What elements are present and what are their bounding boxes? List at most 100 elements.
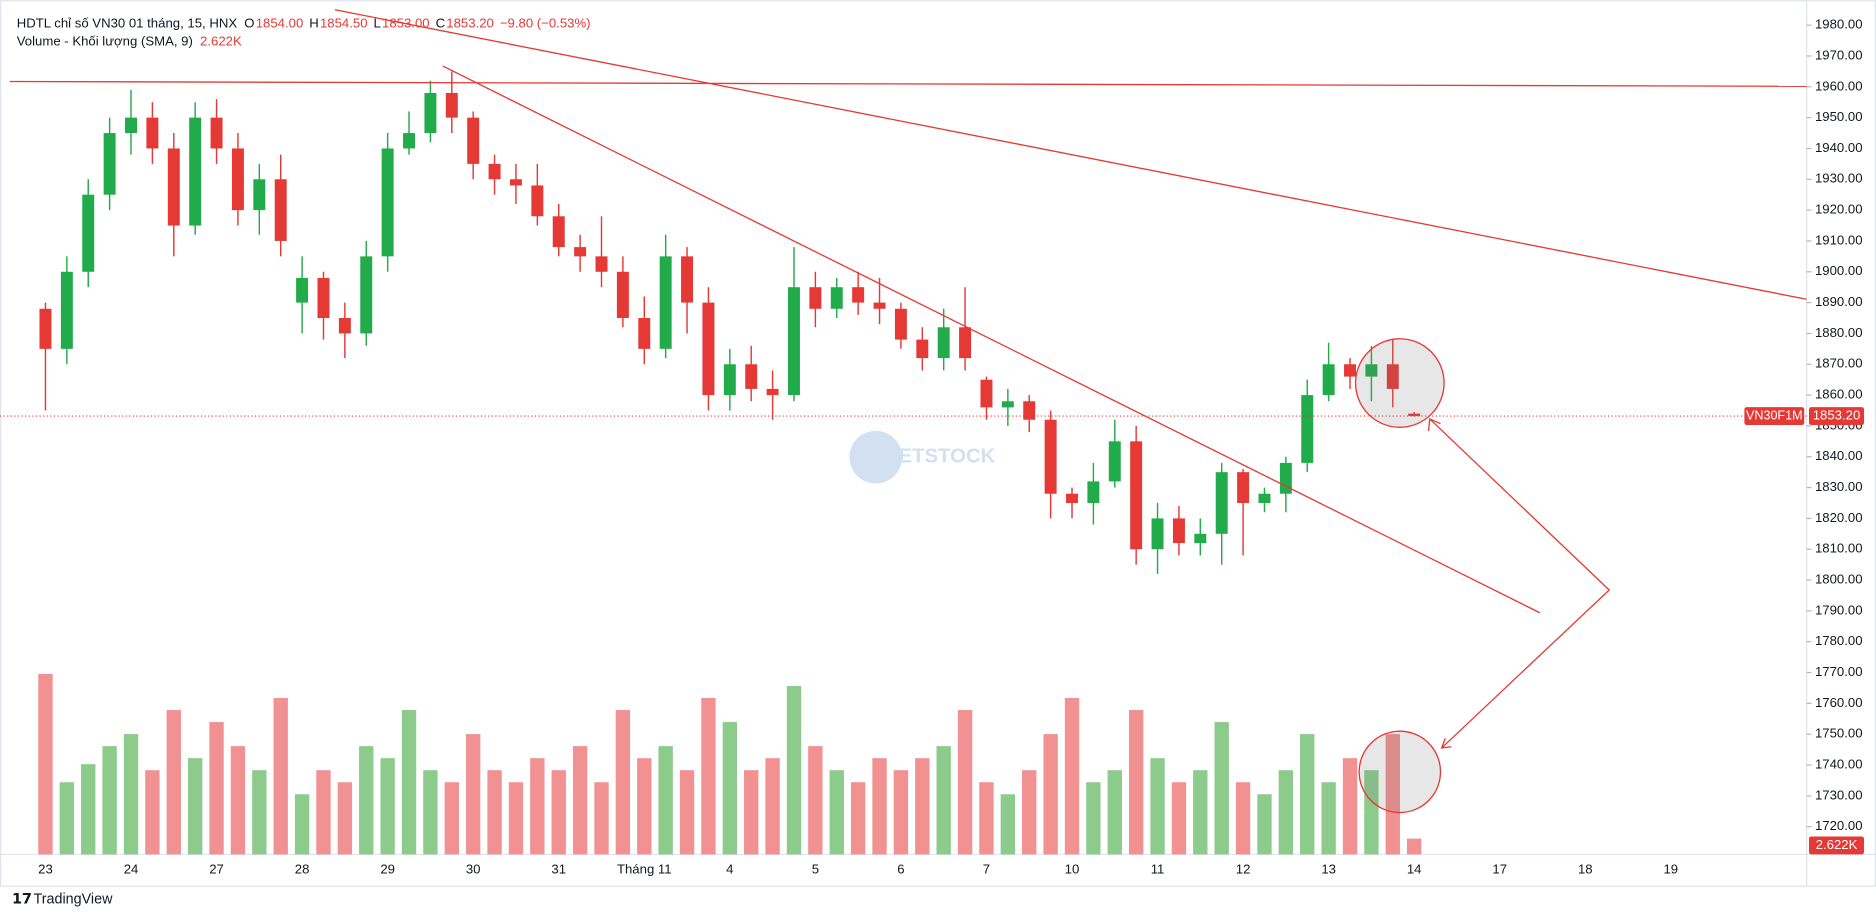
- candle-body: [381, 148, 394, 257]
- candle-body: [60, 271, 73, 349]
- highlight-circle: [1358, 730, 1442, 814]
- volume-bar: [615, 710, 631, 855]
- price-badge: [1809, 407, 1865, 426]
- volume-bar: [1043, 734, 1058, 855]
- candle-body: [1001, 401, 1014, 408]
- candle-body: [659, 256, 672, 349]
- y-tick-label: 1780.00: [1815, 633, 1863, 648]
- candle-body: [1023, 401, 1036, 420]
- y-tick-label: 1870.00: [1815, 356, 1863, 371]
- volume-bar: [594, 782, 609, 855]
- x-tick-label: 11: [1151, 861, 1165, 876]
- arrow-head: [1427, 417, 1441, 431]
- volume-bar: [1150, 758, 1165, 855]
- arrow-head: [1440, 738, 1452, 749]
- y-tick-label: 1940.00: [1815, 140, 1863, 155]
- volume-bar: [316, 770, 331, 855]
- candle-body: [638, 318, 651, 349]
- candle-body: [616, 271, 629, 319]
- volume-bar: [765, 758, 780, 855]
- y-tick-label: 1770.00: [1815, 664, 1863, 679]
- volume-bar: [1086, 782, 1101, 855]
- trend-line: [442, 65, 1541, 614]
- volume-bar: [1000, 794, 1016, 855]
- ohlc-key: H: [309, 16, 319, 31]
- y-tick-label: 1920.00: [1815, 202, 1863, 217]
- x-tick-label: 30: [466, 861, 481, 876]
- y-tick-label: 1970.00: [1815, 47, 1863, 62]
- x-tick-label: 27: [209, 861, 224, 876]
- volume-bar: [359, 746, 374, 855]
- candle-body: [1066, 493, 1078, 503]
- candle-body: [210, 117, 223, 149]
- candle-body: [595, 256, 608, 272]
- volume-bar: [145, 770, 160, 855]
- volume-bar: [979, 782, 994, 855]
- y-tick-label: 1960.00: [1815, 78, 1863, 93]
- price-label: 1853.20: [1813, 408, 1861, 423]
- candle-body: [873, 302, 886, 309]
- candle-body: [531, 185, 544, 217]
- watermark-logo: [849, 430, 903, 484]
- x-tick-label: 23: [38, 861, 53, 876]
- legend-title: HDTL chỉ số VN30 01 tháng, 15, HNX: [17, 16, 238, 31]
- y-tick-label: 1750.00: [1815, 726, 1863, 741]
- candle-body: [317, 277, 330, 319]
- volume-bar: [1064, 697, 1080, 855]
- y-tick-label: 1730.00: [1815, 787, 1863, 802]
- volume-bar: [59, 782, 75, 855]
- volume-bar: [166, 710, 181, 855]
- candle-body: [1151, 518, 1164, 550]
- y-tick-label: 1980.00: [1815, 17, 1863, 32]
- arrow-line: [1429, 418, 1611, 749]
- x-tick-label: 24: [124, 861, 139, 876]
- volume-bar: [572, 746, 588, 855]
- ohlc-value: 1853.20: [446, 16, 494, 31]
- trend-line: [9, 80, 1807, 87]
- volume-bar: [1214, 722, 1229, 855]
- volume-bar: [466, 734, 481, 855]
- volume-bar: [1407, 838, 1422, 855]
- ohlc-key: C: [436, 16, 446, 31]
- y-tick-label: 1900.00: [1815, 263, 1863, 278]
- candle-body: [809, 287, 822, 309]
- y-tick-label: 1930.00: [1815, 171, 1863, 186]
- y-tick-label: 1830.00: [1815, 479, 1863, 494]
- volume-bar: [1300, 734, 1315, 855]
- volume-badge: [1809, 836, 1865, 855]
- watermark: VIETSTOCK: [849, 430, 996, 484]
- candle-body: [1258, 493, 1271, 503]
- volume-bar: [722, 722, 737, 855]
- volume-bar: [1257, 794, 1272, 855]
- x-tick-label: 29: [380, 861, 395, 876]
- x-tick-label: 28: [295, 861, 310, 876]
- candle-body: [766, 388, 779, 396]
- x-tick-label: 19: [1663, 861, 1678, 876]
- drawings: [9, 9, 1807, 814]
- highlight-circle: [1354, 338, 1445, 428]
- symbol-badge: [1744, 407, 1805, 426]
- candle-body: [274, 179, 287, 241]
- candle-body: [1108, 441, 1121, 482]
- candle-body: [253, 179, 266, 211]
- volume-bar: [1022, 770, 1037, 855]
- candle-body: [702, 302, 715, 396]
- volume-bar: [1107, 770, 1122, 855]
- volume-bar: [679, 770, 695, 855]
- candle-body: [1322, 364, 1335, 396]
- candle-body: [1279, 462, 1292, 494]
- brand: 𝟭𝟳 TradingView: [12, 892, 113, 908]
- candle-body: [552, 216, 565, 248]
- volume-bar: [551, 770, 566, 855]
- y-tick-label: 1890.00: [1815, 294, 1863, 309]
- x-tick-label: Tháng 11: [617, 861, 672, 876]
- x-tick-label: 14: [1407, 861, 1422, 876]
- volume-bar: [957, 710, 973, 855]
- volume-bar: [1128, 710, 1144, 855]
- volume-bar: [273, 697, 288, 855]
- volume-bar: [294, 794, 310, 855]
- volume-bar: [252, 770, 267, 855]
- x-tick-label: 4: [726, 861, 733, 876]
